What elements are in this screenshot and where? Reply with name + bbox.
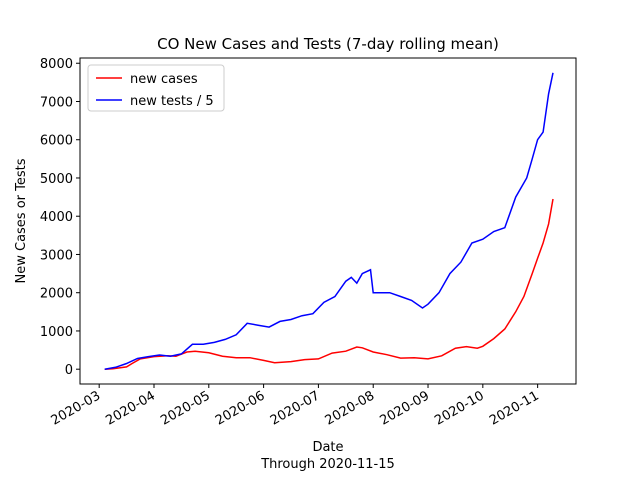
x-tick-label: 2020-07 bbox=[268, 388, 323, 428]
x-axis-subtitle: Through 2020-11-15 bbox=[260, 457, 395, 472]
x-tick-label: 2020-03 bbox=[49, 388, 104, 428]
y-tick-label: 5000 bbox=[40, 172, 73, 187]
x-tick-label: 2020-09 bbox=[377, 388, 432, 428]
y-tick-label: 1000 bbox=[40, 325, 73, 340]
y-tick-label: 7000 bbox=[40, 95, 73, 110]
legend-label: new tests / 5 bbox=[130, 94, 214, 109]
y-axis-label: New Cases or Tests bbox=[14, 158, 29, 283]
y-tick-label: 6000 bbox=[40, 134, 73, 149]
y-tick-label: 2000 bbox=[40, 287, 73, 302]
plot-frame bbox=[79, 57, 577, 385]
y-tick-label: 0 bbox=[65, 363, 73, 378]
x-tick-label: 2020-04 bbox=[103, 388, 158, 428]
x-tick-label: 2020-06 bbox=[213, 388, 268, 428]
legend-label: new cases bbox=[130, 72, 198, 87]
x-tick-label: 2020-05 bbox=[158, 388, 213, 428]
x-tick-label: 2020-10 bbox=[432, 388, 487, 428]
data-line bbox=[104, 72, 554, 370]
y-tick-label: 4000 bbox=[40, 210, 73, 225]
x-axis-label: Date bbox=[312, 440, 343, 455]
x-tick-label: 2020-11 bbox=[487, 388, 542, 428]
y-tick-label: 3000 bbox=[40, 248, 73, 263]
chart-title: CO New Cases and Tests (7-day rolling me… bbox=[157, 35, 499, 53]
y-tick-label: 8000 bbox=[40, 57, 73, 72]
data-line bbox=[104, 198, 554, 370]
x-tick-label: 2020-08 bbox=[323, 388, 378, 428]
